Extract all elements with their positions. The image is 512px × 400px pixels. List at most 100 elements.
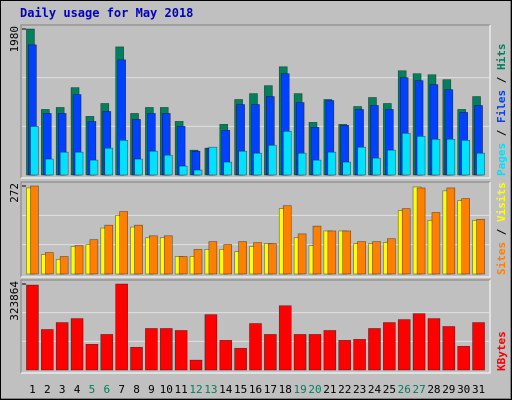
bar [134, 224, 143, 275]
bar [178, 256, 188, 275]
bar [342, 161, 352, 176]
bar [327, 151, 337, 176]
bar [372, 241, 381, 275]
x-tick-label: 20 [308, 383, 321, 396]
y-tick-label: 272 [8, 183, 21, 203]
bar [446, 138, 456, 176]
bar [293, 334, 307, 371]
bar [89, 159, 99, 176]
bar [387, 149, 396, 176]
bar [253, 152, 262, 176]
x-tick-label: 19 [293, 383, 306, 396]
bar [26, 284, 39, 371]
bar [282, 205, 292, 275]
legend: KBytes [495, 331, 508, 371]
x-tick-label: 7 [118, 383, 125, 396]
panel-bevel [20, 181, 490, 277]
bar [472, 322, 485, 371]
legend-entry: Sites [495, 242, 508, 275]
bar [59, 151, 69, 176]
x-tick-label: 17 [264, 383, 277, 396]
bar [145, 328, 158, 371]
bar [278, 305, 292, 371]
bar [30, 185, 39, 275]
x-tick-label: 5 [89, 383, 96, 396]
bar [178, 165, 188, 176]
x-tick-label: 2 [44, 383, 51, 396]
bar [223, 244, 233, 275]
bar [149, 235, 158, 275]
legend-entry: Files [495, 90, 508, 123]
bar [134, 158, 143, 176]
x-tick-label: 9 [148, 383, 155, 396]
bar [461, 198, 470, 275]
bar [457, 345, 470, 371]
bar [189, 359, 203, 371]
bar [85, 343, 99, 371]
bar [253, 242, 262, 275]
bar [219, 340, 233, 371]
panel-bevel [20, 279, 490, 373]
bar [357, 146, 366, 176]
x-tick-label: 11 [175, 383, 188, 396]
bar [30, 126, 39, 176]
bar [476, 219, 485, 275]
bar [416, 135, 426, 176]
panel-bevel [21, 182, 491, 278]
legend-separator: / [495, 123, 508, 143]
x-tick-label: 31 [472, 383, 485, 396]
bar [431, 138, 441, 176]
bar [45, 158, 54, 176]
x-tick-label: 21 [323, 383, 336, 396]
bar [387, 238, 396, 275]
bar [297, 152, 307, 176]
legend-entry: KBytes [495, 331, 508, 371]
bar [59, 256, 69, 275]
x-tick-label: 6 [103, 383, 110, 396]
bar [446, 187, 456, 275]
x-tick-label: 10 [160, 383, 173, 396]
bar [74, 245, 84, 275]
bar [338, 340, 352, 371]
x-tick-label: 22 [338, 383, 351, 396]
bar [397, 319, 411, 371]
bar [159, 328, 173, 371]
bar [312, 159, 322, 176]
bar [174, 330, 188, 371]
bar [357, 241, 366, 275]
legend-entry: Visits [495, 182, 508, 222]
bar [416, 187, 426, 275]
y-tick-label: 323864 [8, 281, 21, 321]
bar [342, 230, 352, 275]
bar [264, 334, 277, 371]
x-tick-label: 26 [398, 383, 411, 396]
bar [249, 323, 262, 371]
x-tick-label: 1 [29, 383, 36, 396]
bar [149, 150, 158, 176]
x-tick-label: 24 [368, 383, 382, 396]
bar [119, 139, 128, 176]
bar [130, 346, 143, 371]
bar [163, 235, 173, 275]
x-tick-label: 4 [74, 383, 81, 396]
panel-bevel [21, 25, 491, 179]
x-tick-label: 29 [442, 383, 455, 396]
bar [234, 347, 247, 371]
bar [427, 318, 441, 371]
bar [308, 334, 322, 371]
y-tick-label: 1980 [8, 26, 21, 53]
x-tick-label: 8 [133, 383, 140, 396]
bar [476, 152, 485, 176]
bar [383, 322, 396, 371]
bar [442, 326, 456, 371]
bar [323, 330, 337, 371]
x-tick-label: 18 [279, 383, 292, 396]
bar [372, 157, 381, 176]
legend: Pages / Files / Hits [495, 44, 508, 177]
bar [268, 144, 277, 176]
x-tick-label: 28 [427, 383, 440, 396]
bar [368, 328, 381, 371]
x-tick-label: 15 [234, 383, 247, 396]
bar [312, 225, 322, 275]
